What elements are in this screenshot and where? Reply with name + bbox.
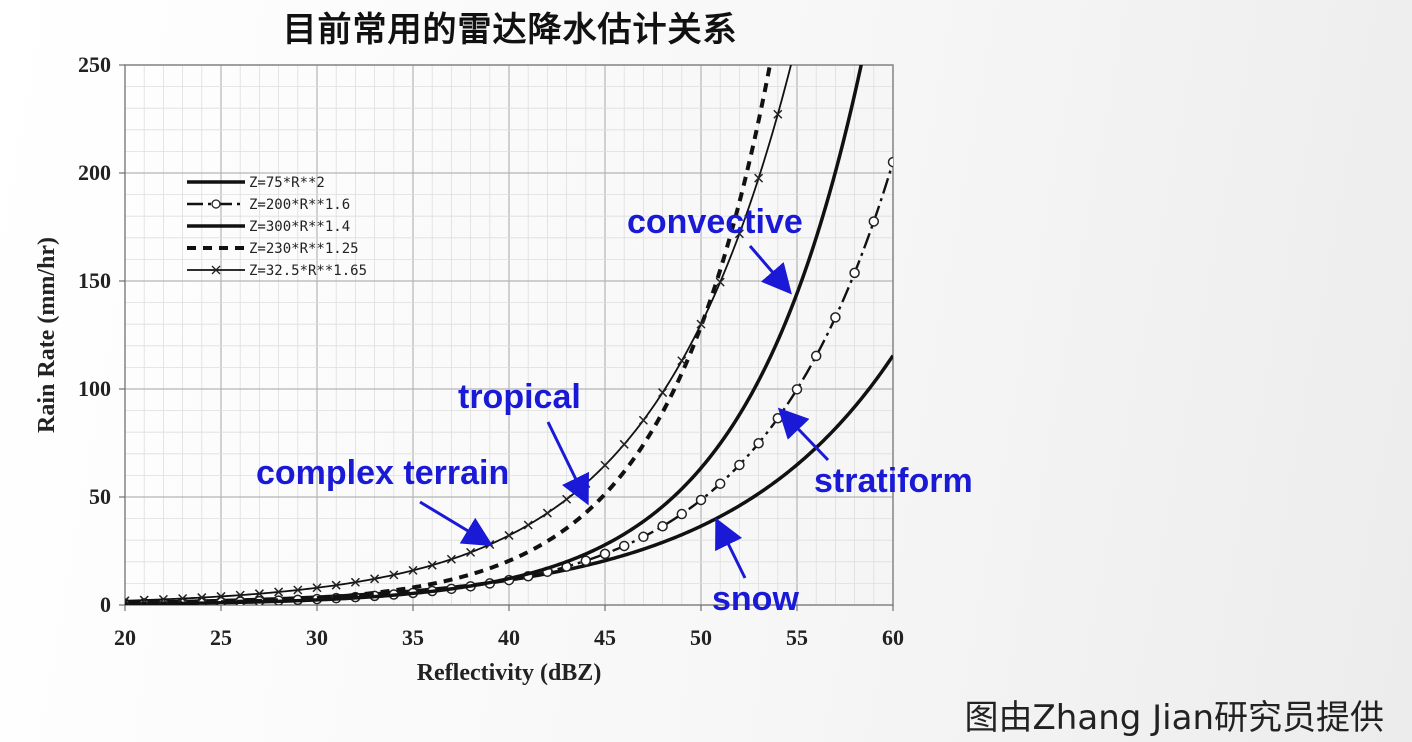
series-marker (618, 540, 630, 552)
x-tick-label: 60 (882, 625, 904, 650)
series-marker (696, 319, 706, 329)
x-tick-label: 35 (402, 625, 424, 650)
series-marker (350, 577, 360, 587)
series-marker (734, 459, 745, 471)
annotation-arrow (777, 407, 830, 462)
series-marker (849, 267, 860, 279)
series-marker (887, 156, 893, 168)
series-line (125, 65, 772, 605)
x-tick-label: 40 (498, 625, 520, 650)
chart-annotations: convective tropical complex terrain stratif… (256, 203, 973, 618)
series-line (125, 65, 863, 605)
series-marker (638, 531, 649, 543)
series-marker (580, 555, 592, 566)
legend-entry: Z=200*R**1.6 (249, 197, 350, 213)
legend-marker (211, 199, 221, 209)
y-tick-label: 150 (78, 268, 111, 293)
y-tick-label: 250 (78, 52, 111, 77)
series-line (125, 65, 792, 602)
series-marker (715, 277, 725, 287)
series-marker (125, 596, 130, 605)
series-marker (676, 508, 688, 520)
series-marker (868, 216, 880, 227)
y-tick-label: 0 (100, 592, 111, 617)
x-tick-label: 45 (594, 625, 616, 650)
slide-title: 目前常用的雷达降水估计关系 (282, 10, 738, 50)
series-marker (599, 548, 611, 560)
y-axis-label: Rain Rate (mm/hr) (34, 237, 60, 433)
series-marker (695, 494, 707, 506)
x-tick-label: 55 (786, 625, 808, 650)
annotation-label: tropical (458, 378, 581, 416)
axis-ticks: 20 25 30 35 40 45 50 55 60 0 50 100 150 200 250 (78, 52, 904, 650)
legend-entry: Z=230*R**1.25 (249, 241, 359, 257)
annotation-arrow (546, 421, 589, 506)
annotation-arrow (715, 517, 747, 579)
chart-grid (124, 64, 894, 606)
series-marker (600, 460, 610, 470)
annotation-label: snow (712, 580, 799, 618)
series-marker (542, 508, 552, 518)
series-marker (810, 350, 822, 362)
series-marker (772, 412, 784, 424)
y-tick-label: 50 (89, 484, 111, 509)
series-marker (773, 109, 783, 119)
series-marker (754, 173, 764, 183)
series-marker (331, 580, 341, 590)
series-marker (178, 593, 188, 604)
series-marker (830, 312, 841, 323)
x-tick-label: 25 (210, 625, 232, 650)
x-tick-label: 50 (690, 625, 712, 650)
legend-marker (211, 265, 221, 275)
series-marker (197, 593, 207, 603)
series-marker (254, 589, 264, 599)
series-marker (657, 520, 668, 532)
series-marker (139, 595, 149, 605)
series-marker (523, 520, 533, 530)
annotation-arrow (419, 500, 494, 547)
series-marker (370, 574, 380, 584)
series-marker (389, 570, 399, 580)
series-marker (158, 594, 168, 604)
x-tick-label: 20 (114, 625, 136, 650)
series-marker (216, 591, 226, 601)
series-lines (125, 65, 893, 605)
x-tick-label: 30 (306, 625, 328, 650)
annotation-arrow (748, 245, 792, 295)
series-marker (446, 554, 456, 564)
series-marker (677, 356, 687, 366)
y-tick-label: 200 (78, 160, 111, 185)
legend-entry: Z=300*R**1.4 (249, 219, 350, 235)
annotation-label: stratiform (814, 462, 973, 500)
series-marker (235, 590, 245, 600)
series-marker (408, 565, 418, 575)
series-marker (293, 585, 303, 595)
series-marker (312, 583, 322, 593)
series-marker (753, 438, 764, 449)
annotation-label: convective (627, 203, 803, 241)
x-axis-label: Reflectivity (dBZ) (417, 660, 602, 686)
legend-entry: Z=32.5*R**1.65 (249, 263, 367, 279)
series-marker (658, 388, 668, 398)
series-marker (504, 530, 514, 540)
legend-entry: Z=75*R**2 (249, 175, 325, 191)
series-marker (619, 439, 629, 449)
image-credit: 图由Zhang Jian研究员提供 (964, 698, 1384, 738)
chart-legend: Z=75*R**2 Z=200*R**1.6 Z=300*R**1.4 Z=230*R… (187, 175, 367, 279)
series-marker (734, 229, 744, 239)
series-marker (638, 415, 648, 425)
series-marker (427, 560, 437, 570)
series-marker (714, 478, 726, 489)
series-marker (274, 587, 284, 597)
annotation-label: complex terrain (256, 454, 509, 492)
y-tick-label: 100 (78, 376, 111, 401)
series-marker (466, 547, 476, 557)
series-marker (791, 384, 803, 395)
